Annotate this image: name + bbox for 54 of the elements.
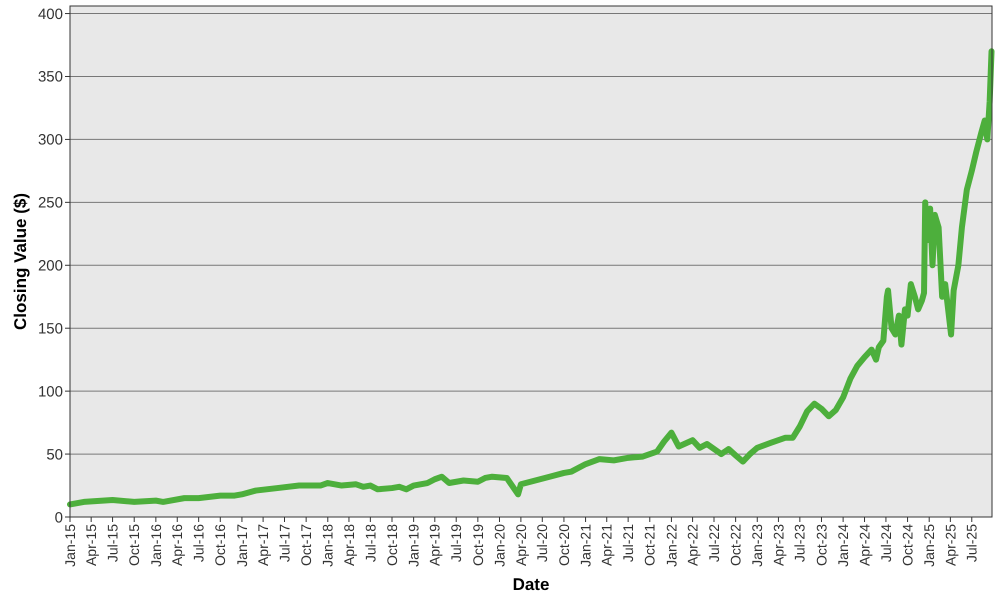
- x-tick-label: Jul-15: [104, 524, 120, 562]
- x-tick-label: Oct-19: [470, 524, 486, 566]
- y-axis-title: Closing Value ($): [11, 193, 30, 330]
- x-tick-label: Oct-24: [899, 524, 916, 566]
- x-tick-label: Oct-17: [298, 524, 314, 566]
- x-tick-label: Apr-25: [942, 524, 958, 566]
- x-axis-title: Date: [512, 575, 550, 594]
- y-tick-label: 150: [38, 320, 63, 338]
- x-tick-label: Jan-19: [406, 524, 422, 567]
- x-tick-label: Apr-19: [426, 524, 443, 566]
- x-tick-label: Apr-16: [169, 524, 186, 566]
- y-tick-label: 350: [38, 68, 63, 86]
- x-tick-label: Jan-21: [577, 524, 594, 567]
- y-tick-label: 400: [38, 6, 63, 23]
- x-tick-label: Jan-20: [491, 524, 508, 567]
- y-tick-label: 100: [38, 383, 63, 400]
- x-tick-label: Jul-21: [620, 524, 636, 562]
- x-tick-label: Apr-17: [255, 524, 272, 566]
- x-tick-label: Apr-24: [856, 524, 872, 566]
- x-tick-label: Jan-18: [320, 524, 336, 567]
- x-tick-label: Jul-25: [964, 524, 980, 562]
- x-tick-label: Jul-18: [362, 524, 378, 562]
- x-tick-label: Jul-22: [706, 524, 722, 562]
- x-tick-label: Apr-15: [83, 524, 100, 566]
- x-tick-label: Jan-17: [234, 524, 250, 567]
- y-tick-label: 0: [54, 509, 63, 526]
- x-tick-label: Jan-16: [148, 524, 164, 567]
- x-tick-label: Jul-16: [190, 524, 207, 562]
- x-tick-label: Jan-25: [921, 524, 938, 567]
- x-tick-label: Jul-17: [276, 524, 292, 562]
- x-tick-label: Apr-18: [340, 524, 357, 566]
- x-tick-label: Jul-24: [878, 524, 894, 562]
- y-tick-label: 200: [38, 258, 63, 275]
- x-tick-label: Oct-15: [126, 524, 142, 566]
- x-tick-label: Apr-23: [770, 524, 786, 566]
- x-tick-label: Oct-16: [212, 524, 228, 566]
- x-tick-label: Oct-22: [728, 524, 744, 566]
- y-tick-label: 50: [46, 446, 63, 464]
- x-tick-label: Oct-20: [556, 524, 572, 566]
- x-tick-label: Oct-18: [384, 524, 400, 566]
- x-tick-label: Apr-22: [684, 524, 700, 566]
- x-tick-label: Jan-23: [749, 524, 766, 567]
- x-tick-label: Jan-22: [663, 524, 680, 567]
- x-tick-label: Oct-21: [642, 524, 658, 566]
- x-tick-label: Apr-20: [512, 524, 529, 566]
- x-tick-label: Jul-20: [534, 524, 550, 562]
- x-tick-label: Jan-15: [62, 524, 78, 567]
- x-tick-label: Jul-19: [448, 524, 464, 562]
- y-tick-label: 300: [38, 132, 63, 149]
- x-tick-label: Oct-23: [813, 524, 830, 566]
- y-tick-label: 250: [38, 194, 63, 212]
- x-tick-label: Jan-24: [835, 524, 852, 567]
- x-tick-label: Apr-21: [598, 524, 615, 566]
- x-tick-label: Jul-23: [792, 524, 808, 562]
